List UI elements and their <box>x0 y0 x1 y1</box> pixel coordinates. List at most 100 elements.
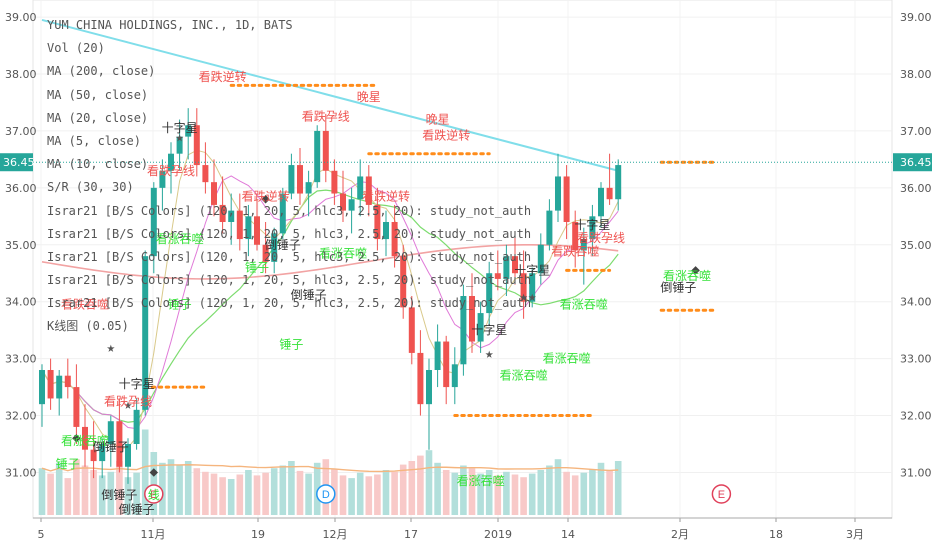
candle-body <box>150 187 157 257</box>
volume-bar <box>227 479 235 515</box>
x-tick-label: 5 <box>38 528 45 541</box>
volume-ma-line <box>41 464 619 473</box>
candle-body <box>451 364 458 388</box>
pattern-label: 倒锤子 <box>660 279 696 294</box>
volume-bar <box>288 461 295 515</box>
volume-bar <box>614 461 622 515</box>
candle-body <box>555 176 561 211</box>
pattern-label: 十字星 <box>574 217 610 232</box>
volume-bar <box>167 459 175 515</box>
volume-bar <box>64 478 72 515</box>
pattern-label: 晚星 <box>357 90 381 104</box>
pattern-label: 倒锤子 <box>291 287 327 302</box>
candle-body <box>408 307 415 353</box>
pattern-label: 倒锤子 <box>93 439 129 454</box>
volume-bar <box>47 473 54 515</box>
diamond-marker <box>261 194 270 204</box>
legend-line[interactable]: S/R (30, 30) <box>47 180 134 195</box>
legend-line[interactable]: Israr21 [B/S Colors] (120, 1, 20, 5, hlc… <box>47 296 532 311</box>
legend-line[interactable]: Israr21 [B/S Colors] (120, 1, 20, 5, hlc… <box>47 203 532 218</box>
candle-body <box>391 222 398 257</box>
volume-bar <box>38 468 46 515</box>
candle-body <box>262 244 269 262</box>
legend-line[interactable]: Israr21 [B/S Colors] (120, 1, 20, 5, hlc… <box>47 226 532 241</box>
candle-body <box>125 444 131 467</box>
star-marker: ★ <box>580 232 589 248</box>
y-tick-label-left: 39.00 <box>5 11 37 24</box>
pattern-label: 看跌孕线 <box>577 230 625 245</box>
candle-body <box>615 165 622 200</box>
volume-bar <box>434 462 441 515</box>
candle-body <box>254 216 260 245</box>
legend-line[interactable]: MA (20, close) <box>47 110 149 125</box>
axes: 31.00 31.00 32.00 32.00 33.00 33.00 34.00 34.00… <box>0 11 932 541</box>
volume-bar <box>477 473 484 515</box>
legend-line[interactable]: MA (5, close) <box>47 133 141 148</box>
pattern-label: 十字星 <box>162 120 198 135</box>
volume-bar <box>176 465 183 515</box>
candle-body <box>537 244 544 274</box>
pattern-label: 十字星 <box>471 322 507 337</box>
candle-body <box>279 193 286 234</box>
candle-body <box>520 273 527 302</box>
pattern-label: 看涨吞噬 <box>663 268 711 283</box>
volume-bar <box>451 472 459 515</box>
legend-title: YUM CHINA HOLDINGS, INC., 1D, BATS <box>47 18 293 32</box>
star-marker: ★ <box>528 289 537 305</box>
candle-body <box>529 273 536 302</box>
pattern-label: 看涨吞噬 <box>61 433 109 448</box>
legend-line[interactable]: Israr21 [B/S Colors] (120, 1, 20, 5, hlc… <box>47 249 532 264</box>
event-label: E <box>718 489 725 501</box>
candle-body <box>73 387 80 427</box>
legend-line[interactable]: Israr21 [B/S Colors] (120, 1, 20, 5, hlc… <box>47 273 532 288</box>
y-tick-label-right: 34.00 <box>900 296 932 309</box>
legend-line[interactable]: K线图 (0.05) <box>47 319 129 334</box>
event-circle <box>711 484 732 504</box>
volume-bar <box>417 455 424 515</box>
volume-bar <box>141 429 149 515</box>
event-circle <box>144 484 164 504</box>
x-tick-label: 3月 <box>846 528 864 541</box>
pattern-label: 锤子 <box>245 260 269 275</box>
star-marker: ★ <box>124 397 133 413</box>
volume-bar <box>494 475 502 515</box>
candle-body <box>245 216 252 240</box>
pattern-label: 看跌吞噬 <box>551 244 599 259</box>
candle-body <box>39 370 45 405</box>
candle-body <box>202 165 209 183</box>
pattern-label: 倒锤子 <box>119 501 155 516</box>
volume-bar <box>73 459 80 515</box>
candle-body <box>211 182 217 205</box>
star-marker: ★ <box>519 289 528 305</box>
event-label: E <box>150 489 157 501</box>
volume-bar <box>520 477 527 515</box>
candle-body <box>159 170 166 188</box>
candle-body <box>374 204 381 240</box>
x-tick-label: 14 <box>561 528 575 541</box>
volume-bar <box>279 465 287 515</box>
candle-body <box>314 130 321 183</box>
y-tick-label-left: 37.00 <box>5 125 37 138</box>
legend-line[interactable]: MA (200, close) <box>47 64 156 79</box>
legend-line[interactable]: MA (10, close) <box>47 157 149 172</box>
volume-bar <box>253 475 261 515</box>
volume-bar <box>202 471 209 515</box>
candle-body <box>56 375 63 399</box>
legend-line[interactable]: MA (50, close) <box>47 87 149 102</box>
pattern-label: 看涨吞噬 <box>457 473 505 488</box>
candle-body <box>271 233 278 262</box>
candle-body <box>546 210 553 245</box>
x-tick-label: 12月 <box>323 528 348 541</box>
pattern-label: 看涨吞噬 <box>156 231 204 246</box>
volume-bar <box>193 468 201 515</box>
pattern-label: 锤子 <box>279 336 303 351</box>
y-tick-label-right: 39.00 <box>900 11 932 24</box>
volume-bar <box>81 465 89 515</box>
y-tick-label-right: 37.00 <box>900 125 932 138</box>
volume-bar <box>150 452 158 515</box>
candle-body <box>322 130 329 171</box>
volume-bar <box>460 465 467 515</box>
legend-line[interactable]: Vol (20) <box>47 41 105 56</box>
